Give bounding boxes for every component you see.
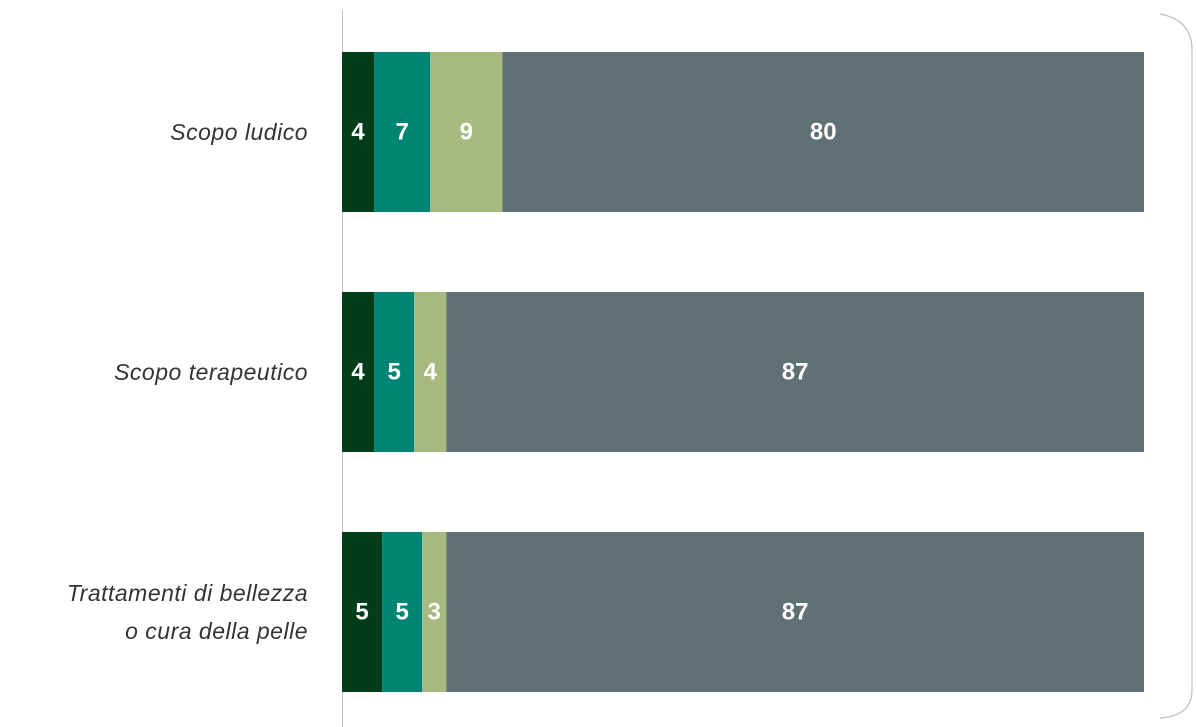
category-label: Trattamenti di bellezza o cura della pel… (66, 580, 308, 644)
bar-segment (382, 532, 423, 692)
bar-segment (342, 532, 383, 692)
bar-segment (342, 52, 375, 212)
data-label: 5 (395, 598, 408, 625)
data-label: 7 (395, 118, 408, 145)
data-label: 87 (782, 358, 809, 385)
bar-segment (446, 292, 1144, 452)
data-label: 3 (428, 598, 441, 625)
data-label: 87 (782, 598, 809, 625)
bar-segment (414, 292, 447, 452)
data-label: 5 (355, 598, 368, 625)
data-label: 9 (460, 118, 473, 145)
data-label: 4 (424, 358, 438, 385)
data-label: 4 (351, 358, 365, 385)
bar-segment (374, 52, 431, 212)
data-label: 80 (810, 118, 837, 145)
data-label: 5 (387, 358, 400, 385)
bar-segment (342, 292, 375, 452)
bar-segment (430, 52, 503, 212)
bar-segment (502, 52, 1144, 212)
category-label: Scopo terapeutico (114, 359, 308, 385)
bar-segment (446, 532, 1144, 692)
data-label: 4 (351, 118, 365, 145)
bracket (1159, 13, 1193, 719)
bar-segment (374, 292, 415, 452)
category-label: Scopo ludico (170, 119, 308, 145)
bar-segment (422, 532, 447, 692)
